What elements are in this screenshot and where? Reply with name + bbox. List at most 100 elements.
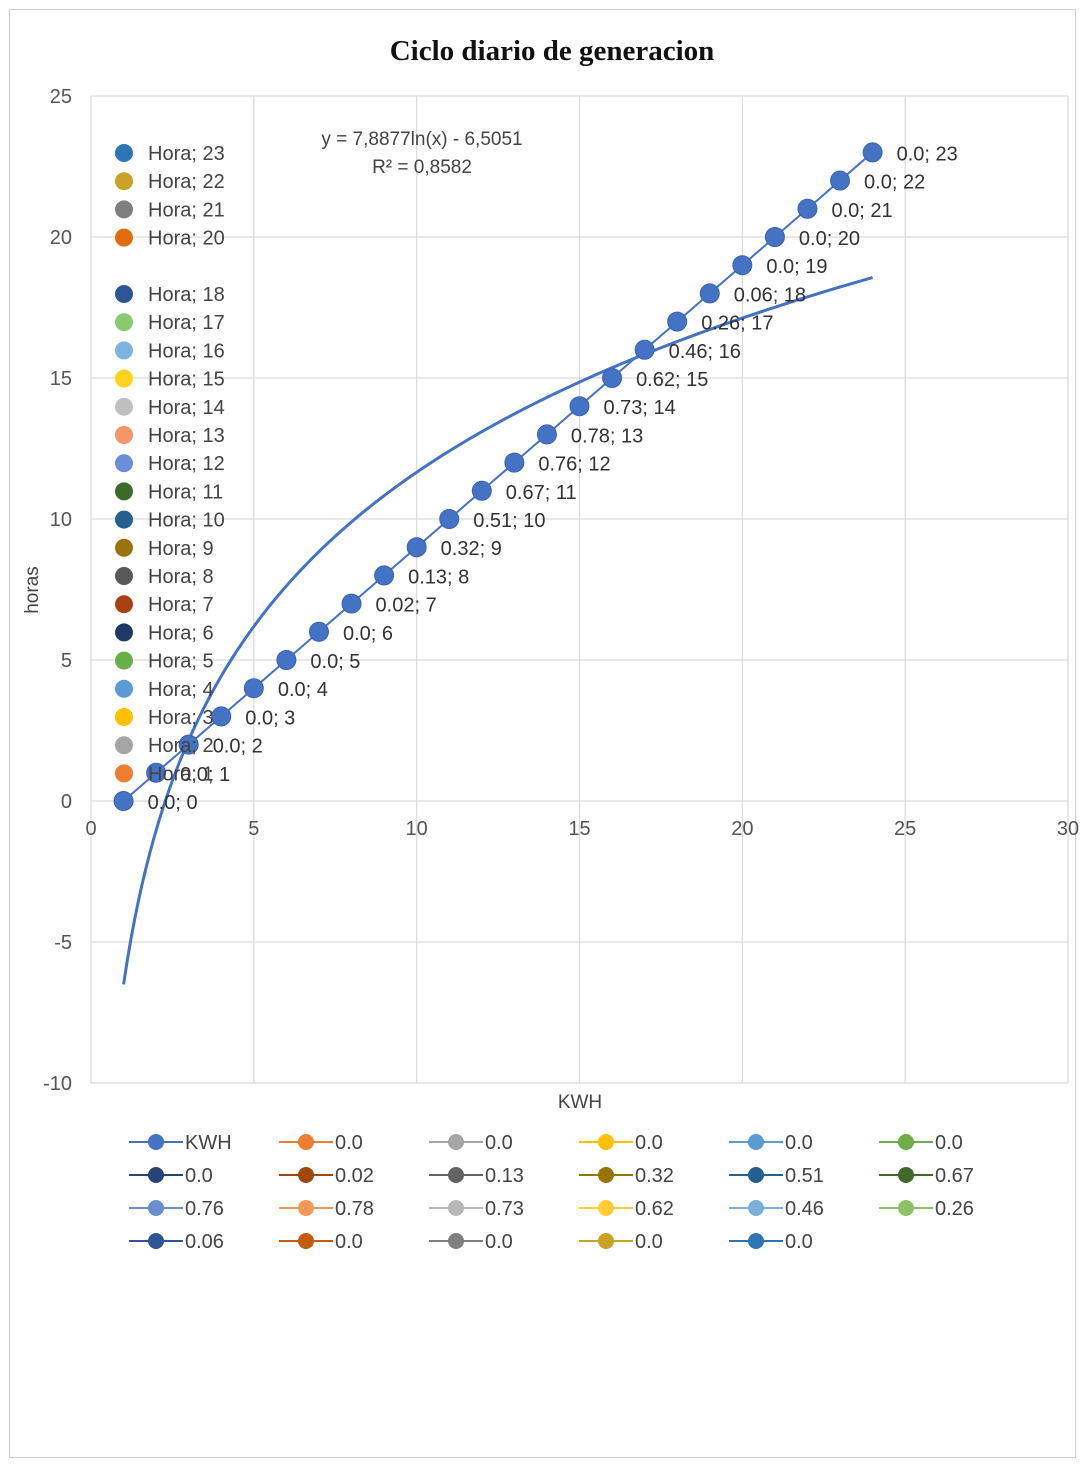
legend-label: 0.73 <box>485 1198 524 1220</box>
legend-label: Hora; 23 <box>148 143 225 165</box>
legend-marker <box>748 1134 764 1150</box>
legend-label: Hora; 8 <box>148 566 214 588</box>
data-label: 0.0; 5 <box>310 651 360 673</box>
legend-label: Hora; 12 <box>148 453 225 475</box>
series-kwh <box>113 142 883 811</box>
legend-marker <box>115 397 133 416</box>
data-label: 0.26; 17 <box>701 313 773 335</box>
legend-label: 0.51 <box>785 1165 824 1187</box>
legend-marker <box>115 764 133 783</box>
bottom-legend: KWH 0.0 0.0 0.0 0.0 0.0 0.0 0.02 0.13 0.32 0.51 0.6… <box>129 1132 974 1253</box>
legend-marker <box>148 1200 164 1216</box>
data-point <box>243 678 264 699</box>
y-tick-label: 5 <box>61 650 72 672</box>
legend-marker <box>748 1233 764 1249</box>
legend-marker <box>298 1233 314 1249</box>
legend-marker <box>115 482 133 501</box>
legend-label: 0.0 <box>935 1132 963 1154</box>
data-label: 0.73; 14 <box>604 397 676 419</box>
legend-label: 0.62 <box>635 1198 674 1220</box>
data-label: 0.0; 0 <box>148 792 198 814</box>
legend-label: Hora; 4 <box>148 679 214 701</box>
data-label: 0.62; 15 <box>636 369 708 391</box>
data-label: 0.51; 10 <box>473 510 545 532</box>
legend-label: Hora; 14 <box>148 397 225 419</box>
legend-marker <box>115 623 133 642</box>
legend-marker <box>148 1233 164 1249</box>
legend-marker <box>115 595 133 614</box>
data-label: 0.0; 19 <box>766 256 827 278</box>
series-line <box>122 151 874 802</box>
data-point <box>276 650 297 670</box>
data-point <box>504 452 525 473</box>
legend-marker <box>115 200 133 219</box>
data-label: 0.0; 6 <box>343 623 393 645</box>
legend-label: Hora; 17 <box>148 312 225 334</box>
data-point <box>113 791 134 811</box>
legend-marker <box>115 228 133 247</box>
y-tick-label: 20 <box>50 227 72 249</box>
legend-marker <box>115 538 133 557</box>
legend-label: Hora; 7 <box>148 594 214 616</box>
trendline <box>122 276 874 985</box>
data-point <box>211 706 232 727</box>
x-tick-label: 0 <box>85 818 96 840</box>
inner-legend: Hora; 23 Hora; 22 Hora; 21 Hora; 20 Hora; 18… <box>115 143 225 785</box>
legend-marker <box>598 1233 614 1249</box>
data-label: 0.67; 11 <box>506 482 577 504</box>
legend-marker <box>748 1200 764 1216</box>
legend-label: 0.0 <box>785 1231 813 1253</box>
legend-marker <box>115 454 133 473</box>
data-point <box>471 480 492 501</box>
data-point <box>536 424 557 445</box>
legend-label: 0.32 <box>635 1165 674 1187</box>
legend-marker <box>448 1233 464 1249</box>
data-point <box>569 396 590 417</box>
data-label: 0.0; 20 <box>799 228 860 250</box>
data-label: 0.0; 23 <box>897 143 958 165</box>
data-point <box>406 537 427 558</box>
legend-label: Hora; 1 <box>148 763 214 785</box>
legend-label: Hora; 3 <box>148 707 214 729</box>
legend-marker <box>448 1167 464 1183</box>
legend-label: 0.0 <box>785 1132 813 1154</box>
legend-label: Hora; 21 <box>148 199 225 221</box>
legend-label: Hora; 22 <box>148 171 225 193</box>
x-axis-title: KWH <box>558 1092 602 1113</box>
y-tick-label: 25 <box>50 86 72 108</box>
legend-marker <box>598 1134 614 1150</box>
legend-label: Hora; 15 <box>148 369 225 391</box>
legend-marker <box>115 172 133 191</box>
legend-label: Hora; 5 <box>148 651 214 673</box>
trendline-equation: y = 7,8877ln(x) - 6,5051 <box>321 129 522 150</box>
legend-label: 0.02 <box>335 1165 374 1187</box>
legend-label: Hora; 6 <box>148 622 214 644</box>
legend-label: Hora; 13 <box>148 425 225 447</box>
legend-label: 0.0 <box>635 1231 663 1253</box>
data-point <box>797 198 818 219</box>
y-tick-label: -5 <box>54 932 72 954</box>
data-label: 0.0; 22 <box>864 172 925 194</box>
data-label: 0.78; 13 <box>571 425 643 447</box>
legend-label: 0.13 <box>485 1165 524 1187</box>
legend-label: 0.46 <box>785 1198 824 1220</box>
legend-label: 0.78 <box>335 1198 374 1220</box>
data-label: 0.13; 8 <box>408 566 469 588</box>
data-point <box>830 170 851 191</box>
legend-marker <box>598 1167 614 1183</box>
legend-marker <box>115 341 133 360</box>
legend-label: Hora; 18 <box>148 284 225 306</box>
y-tick-label: 15 <box>50 368 72 390</box>
data-point <box>699 283 720 304</box>
x-tick-label: 25 <box>894 818 916 840</box>
data-label: 0.0; 1 <box>180 764 230 786</box>
legend-marker <box>448 1200 464 1216</box>
legend-marker <box>298 1200 314 1216</box>
legend-marker <box>898 1134 914 1150</box>
legend-marker <box>598 1200 614 1216</box>
legend-marker <box>298 1134 314 1150</box>
data-label: 0.02; 7 <box>376 595 437 617</box>
data-point <box>764 227 785 247</box>
legend-marker <box>115 651 133 670</box>
